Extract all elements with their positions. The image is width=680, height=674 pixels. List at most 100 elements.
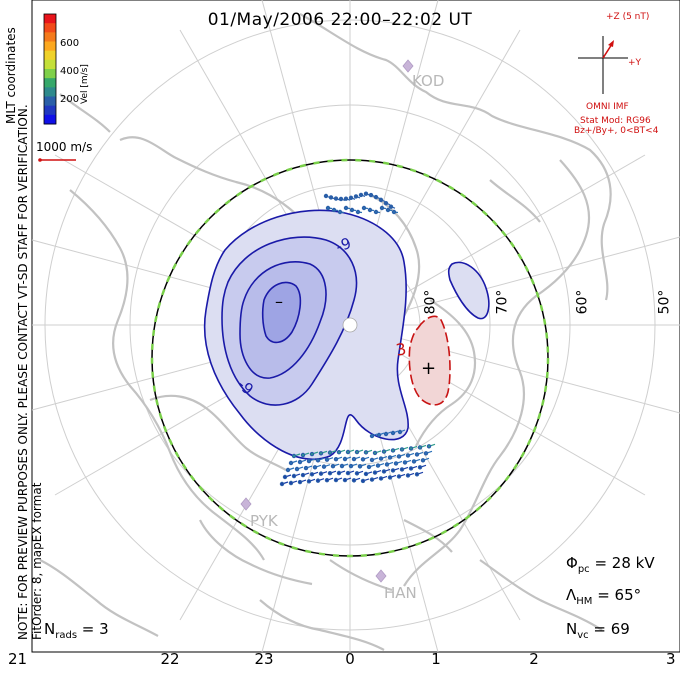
velocity-vector-dot — [363, 191, 369, 196]
positive-cell — [408, 315, 451, 406]
velocity-vector-dot — [315, 478, 321, 483]
velocity-vector-dot — [339, 463, 345, 469]
stat-n-vc-sub: vc — [577, 630, 589, 641]
velocity-vector-dot — [351, 478, 357, 483]
velocity-vector-dot — [383, 200, 389, 206]
velocity-vector-dot — [381, 469, 387, 474]
imf-vector — [602, 43, 613, 59]
mlt-label-21: 21 — [8, 650, 28, 668]
velocity-vector-dot — [373, 209, 379, 215]
velocity-vector-dot — [388, 204, 394, 209]
velocity-vector-dot — [391, 209, 397, 215]
velocity-vector-dot — [355, 209, 361, 215]
velocity-vector-dot — [417, 445, 423, 450]
velocity-vector-dot — [348, 463, 354, 469]
velocity-vector-dot — [405, 453, 411, 458]
stat-n-vc-symbol: N — [566, 620, 578, 638]
stat-phi-pc-value: = 28 kV — [589, 554, 655, 572]
colorbar-segment — [44, 59, 56, 70]
pole-marker — [342, 317, 358, 333]
velocity-vector-dot — [378, 197, 384, 203]
preview-note-line-1: NOTE: FOR PREVIEW PURPOSES ONLY. PLEASE … — [16, 104, 30, 640]
mlt-label-22: 22 — [160, 650, 180, 668]
mlt-label-1: 1 — [431, 650, 441, 668]
velocity-vector-dot — [411, 459, 417, 464]
colorbar-segment — [44, 105, 56, 116]
colorbar-segment — [44, 32, 56, 42]
velocity-vector-dot — [291, 453, 297, 459]
velocity-vector-dot — [379, 205, 385, 211]
stat-n-rads-symbol: N — [44, 620, 56, 638]
stat-lambda-hm-sub: HM — [576, 596, 593, 607]
velocity-vector-dot — [288, 460, 294, 466]
velocity-vector-dot — [369, 477, 375, 482]
velocity-vector-dot — [279, 481, 285, 487]
stat-lambda-hm-value: = 65° — [592, 586, 642, 604]
velocity-vector-dot — [333, 477, 339, 483]
imf-bz-label: +Z (5 nT) — [606, 12, 650, 22]
latitude-label-60: 60° — [574, 289, 591, 315]
velocity-vector-dot — [338, 196, 344, 202]
velocity-vectors — [279, 191, 436, 487]
velocity-vector-dot — [358, 192, 364, 198]
latitude-label-50: 50° — [656, 289, 673, 315]
velocity-vector-dot — [342, 456, 348, 462]
stat-phi-pc-sub: pc — [577, 564, 590, 575]
stat-n-rads-value: = 3 — [77, 620, 109, 638]
velocity-vector-dot — [357, 464, 363, 469]
velocity-vector-dot — [390, 448, 396, 453]
velocity-vector-dot — [306, 458, 312, 464]
velocity-vector-dot — [384, 462, 390, 467]
station-markers — [240, 59, 414, 583]
velocity-vector-dot — [383, 431, 389, 437]
colorbar-segment — [44, 114, 56, 125]
velocity-vector-dot — [321, 464, 327, 469]
velocity-vector-dot — [360, 478, 366, 484]
velocity-vector-dot — [318, 471, 324, 476]
colorbar-segment — [44, 87, 56, 97]
stat-n-vc-value: = 69 — [588, 620, 630, 638]
velocity-vector-dot — [426, 444, 432, 449]
station-label-pyk: PYK — [250, 512, 278, 530]
velocity-scale-label: 1000 m/s — [36, 140, 93, 154]
velocity-vector-dot — [318, 451, 324, 456]
mlt-label-23: 23 — [254, 650, 274, 668]
stat-lambda-hm-symbol: Λ — [566, 586, 577, 604]
imf-condition: Bz+/By+, 0<BT<4 — [574, 126, 659, 136]
velocity-vector-dot — [333, 457, 339, 462]
hm-boundary-green — [150, 158, 550, 558]
stat-phi-pc: Φpc = 28 kV — [566, 554, 655, 575]
latitude-label-70: 70° — [494, 289, 511, 315]
velocity-scale-dot — [38, 158, 42, 162]
colorbar-segment — [44, 78, 56, 88]
velocity-vector-dot — [423, 451, 429, 456]
velocity-vector-dot — [315, 458, 321, 463]
mlt-label-2: 2 — [529, 650, 539, 668]
velocity-vector-dot — [327, 450, 333, 455]
colorbar-frame — [43, 13, 57, 125]
velocity-vector-dot — [345, 449, 351, 455]
station-label-han: HAN — [384, 584, 417, 602]
velocity-vector-dot — [331, 207, 337, 213]
velocity-vector-dot — [342, 477, 348, 483]
velocity-vector-dot — [288, 480, 294, 486]
velocity-vector-dot — [361, 205, 367, 211]
velocity-vector-dot — [323, 193, 329, 199]
preview-note: NOTE: FOR PREVIEW PURPOSES ONLY. PLEASE … — [16, 104, 44, 640]
station-label-kod: KOD — [412, 72, 445, 90]
preview-note-line-2: FitOrder: 8, mapEX format — [30, 482, 44, 640]
velocity-vector-dot — [375, 463, 381, 468]
stat-n-rads: Nrads = 3 — [44, 620, 109, 641]
velocity-vector-dot — [300, 452, 306, 458]
velocity-vector-dot — [385, 207, 391, 213]
velocity-vector-dot — [294, 466, 300, 472]
velocity-vector-dot — [367, 207, 373, 213]
velocity-vector-dot — [291, 473, 297, 479]
velocity-vector-dot — [345, 470, 351, 476]
colorbar-title: Vel [m/s] — [80, 64, 90, 104]
velocity-vector-dot — [390, 430, 396, 436]
velocity-vector-dot — [366, 464, 372, 470]
colorbar-segment — [44, 50, 56, 61]
velocity-vector-dot — [327, 471, 333, 476]
